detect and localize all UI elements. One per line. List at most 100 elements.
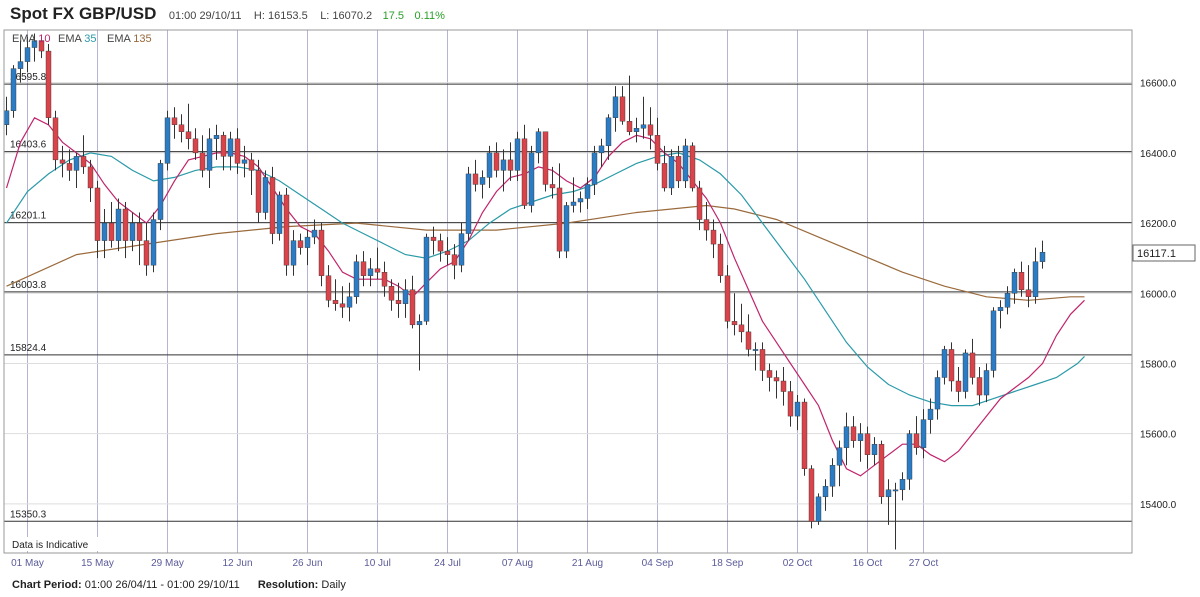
candle-body xyxy=(465,173,472,234)
legend-ema10: EMA 10 xyxy=(12,33,51,45)
horizontal-gridlines xyxy=(4,82,1132,505)
candle-body xyxy=(1025,289,1032,297)
period-label: Chart Period: xyxy=(12,579,82,591)
x-tick-label: 24 Jul xyxy=(434,558,461,569)
candle-body xyxy=(682,145,689,182)
candle-body xyxy=(836,447,843,466)
candle-body xyxy=(647,124,654,136)
candle-body xyxy=(829,465,836,487)
candle-body xyxy=(367,268,374,276)
candle-body xyxy=(528,152,535,206)
candle-body xyxy=(458,233,465,266)
candle-body xyxy=(598,145,605,154)
candle-body xyxy=(654,135,661,164)
x-tick-label: 21 Aug xyxy=(572,558,603,569)
candle-body xyxy=(66,163,73,171)
candle-body xyxy=(395,300,402,304)
candle-body xyxy=(619,96,626,122)
candle-body xyxy=(38,40,45,52)
candle-body xyxy=(717,243,724,276)
candle-body xyxy=(346,296,353,308)
candle-body xyxy=(24,47,31,62)
candle-body xyxy=(199,152,206,171)
resolution-label: Resolution: xyxy=(257,579,319,591)
candle-body xyxy=(255,170,262,213)
level-label: 16403.6 xyxy=(10,140,47,151)
candle-body xyxy=(871,443,878,455)
level-label: 16595.8 xyxy=(10,72,47,83)
candle-body xyxy=(269,177,276,234)
candle-body xyxy=(976,377,983,396)
y-tick-label: 16400.0 xyxy=(1140,149,1177,160)
candle-body xyxy=(962,352,969,392)
candle-body xyxy=(997,307,1004,312)
candle-body xyxy=(556,187,563,252)
annotation-bg xyxy=(8,537,104,551)
candle-body xyxy=(220,135,227,157)
candle-body xyxy=(948,349,955,382)
candle-body xyxy=(80,156,87,168)
y-tick-label: 16200.0 xyxy=(1140,219,1177,230)
candle-body xyxy=(927,408,934,420)
candle-body xyxy=(542,131,549,185)
candle-body xyxy=(437,240,444,252)
candle-body xyxy=(73,156,80,171)
candle-body xyxy=(17,61,24,69)
candle-body xyxy=(955,380,962,392)
candle-body xyxy=(52,117,59,161)
y-tick-label: 16000.0 xyxy=(1140,289,1177,300)
y-tick-label: 16600.0 xyxy=(1140,79,1177,90)
candle-body xyxy=(983,370,990,396)
plot-frame xyxy=(3,29,1133,554)
data-indicative-note: Data is Indicative xyxy=(12,540,89,551)
candle-body xyxy=(591,152,598,185)
x-tick-label: 27 Oct xyxy=(909,558,939,569)
candle-body xyxy=(31,40,38,48)
level-label: 15824.4 xyxy=(10,343,47,354)
candle-body xyxy=(605,117,612,147)
candle-body xyxy=(87,166,94,189)
candle-body xyxy=(171,117,178,125)
candle-body xyxy=(262,177,269,213)
candle-body xyxy=(1032,261,1039,297)
x-tick-label: 07 Aug xyxy=(502,558,533,569)
candle-body xyxy=(612,96,619,118)
candle-body xyxy=(360,261,367,276)
candle-body xyxy=(878,443,885,498)
candle-body xyxy=(500,159,507,171)
candle-body xyxy=(185,131,192,140)
candle-body xyxy=(430,236,437,241)
candle-body xyxy=(416,321,423,326)
candle-body xyxy=(10,68,17,111)
candle-body xyxy=(143,240,150,266)
candle-body xyxy=(157,163,164,220)
y-tick-label: 15600.0 xyxy=(1140,430,1177,441)
candle-body xyxy=(213,135,220,140)
candle-body xyxy=(248,159,255,171)
candle-body xyxy=(318,229,325,276)
candle-body xyxy=(115,208,122,241)
candle-body xyxy=(423,236,430,322)
header-low: L: 16070.2 xyxy=(320,10,373,22)
candle-body xyxy=(164,117,171,164)
candle-body xyxy=(808,468,815,522)
candle-body xyxy=(206,138,213,171)
x-tick-label: 26 Jun xyxy=(292,558,322,569)
candle-body xyxy=(136,222,143,241)
candle-body xyxy=(374,268,381,273)
candle-body xyxy=(276,194,283,234)
candle-body xyxy=(129,222,136,241)
candle-body xyxy=(850,426,857,441)
candle-body xyxy=(675,156,682,182)
candle-body xyxy=(521,138,528,206)
candle-body xyxy=(885,489,892,498)
x-tick-label: 02 Oct xyxy=(783,558,813,569)
level-label: 15350.3 xyxy=(10,509,47,520)
candle-body xyxy=(864,433,871,455)
candle-body xyxy=(472,173,479,185)
candle-body xyxy=(696,187,703,220)
header-change: 17.5 xyxy=(382,10,405,22)
candle-body xyxy=(332,300,339,304)
y-tick-label: 15400.0 xyxy=(1140,500,1177,511)
candle-body xyxy=(479,177,486,185)
